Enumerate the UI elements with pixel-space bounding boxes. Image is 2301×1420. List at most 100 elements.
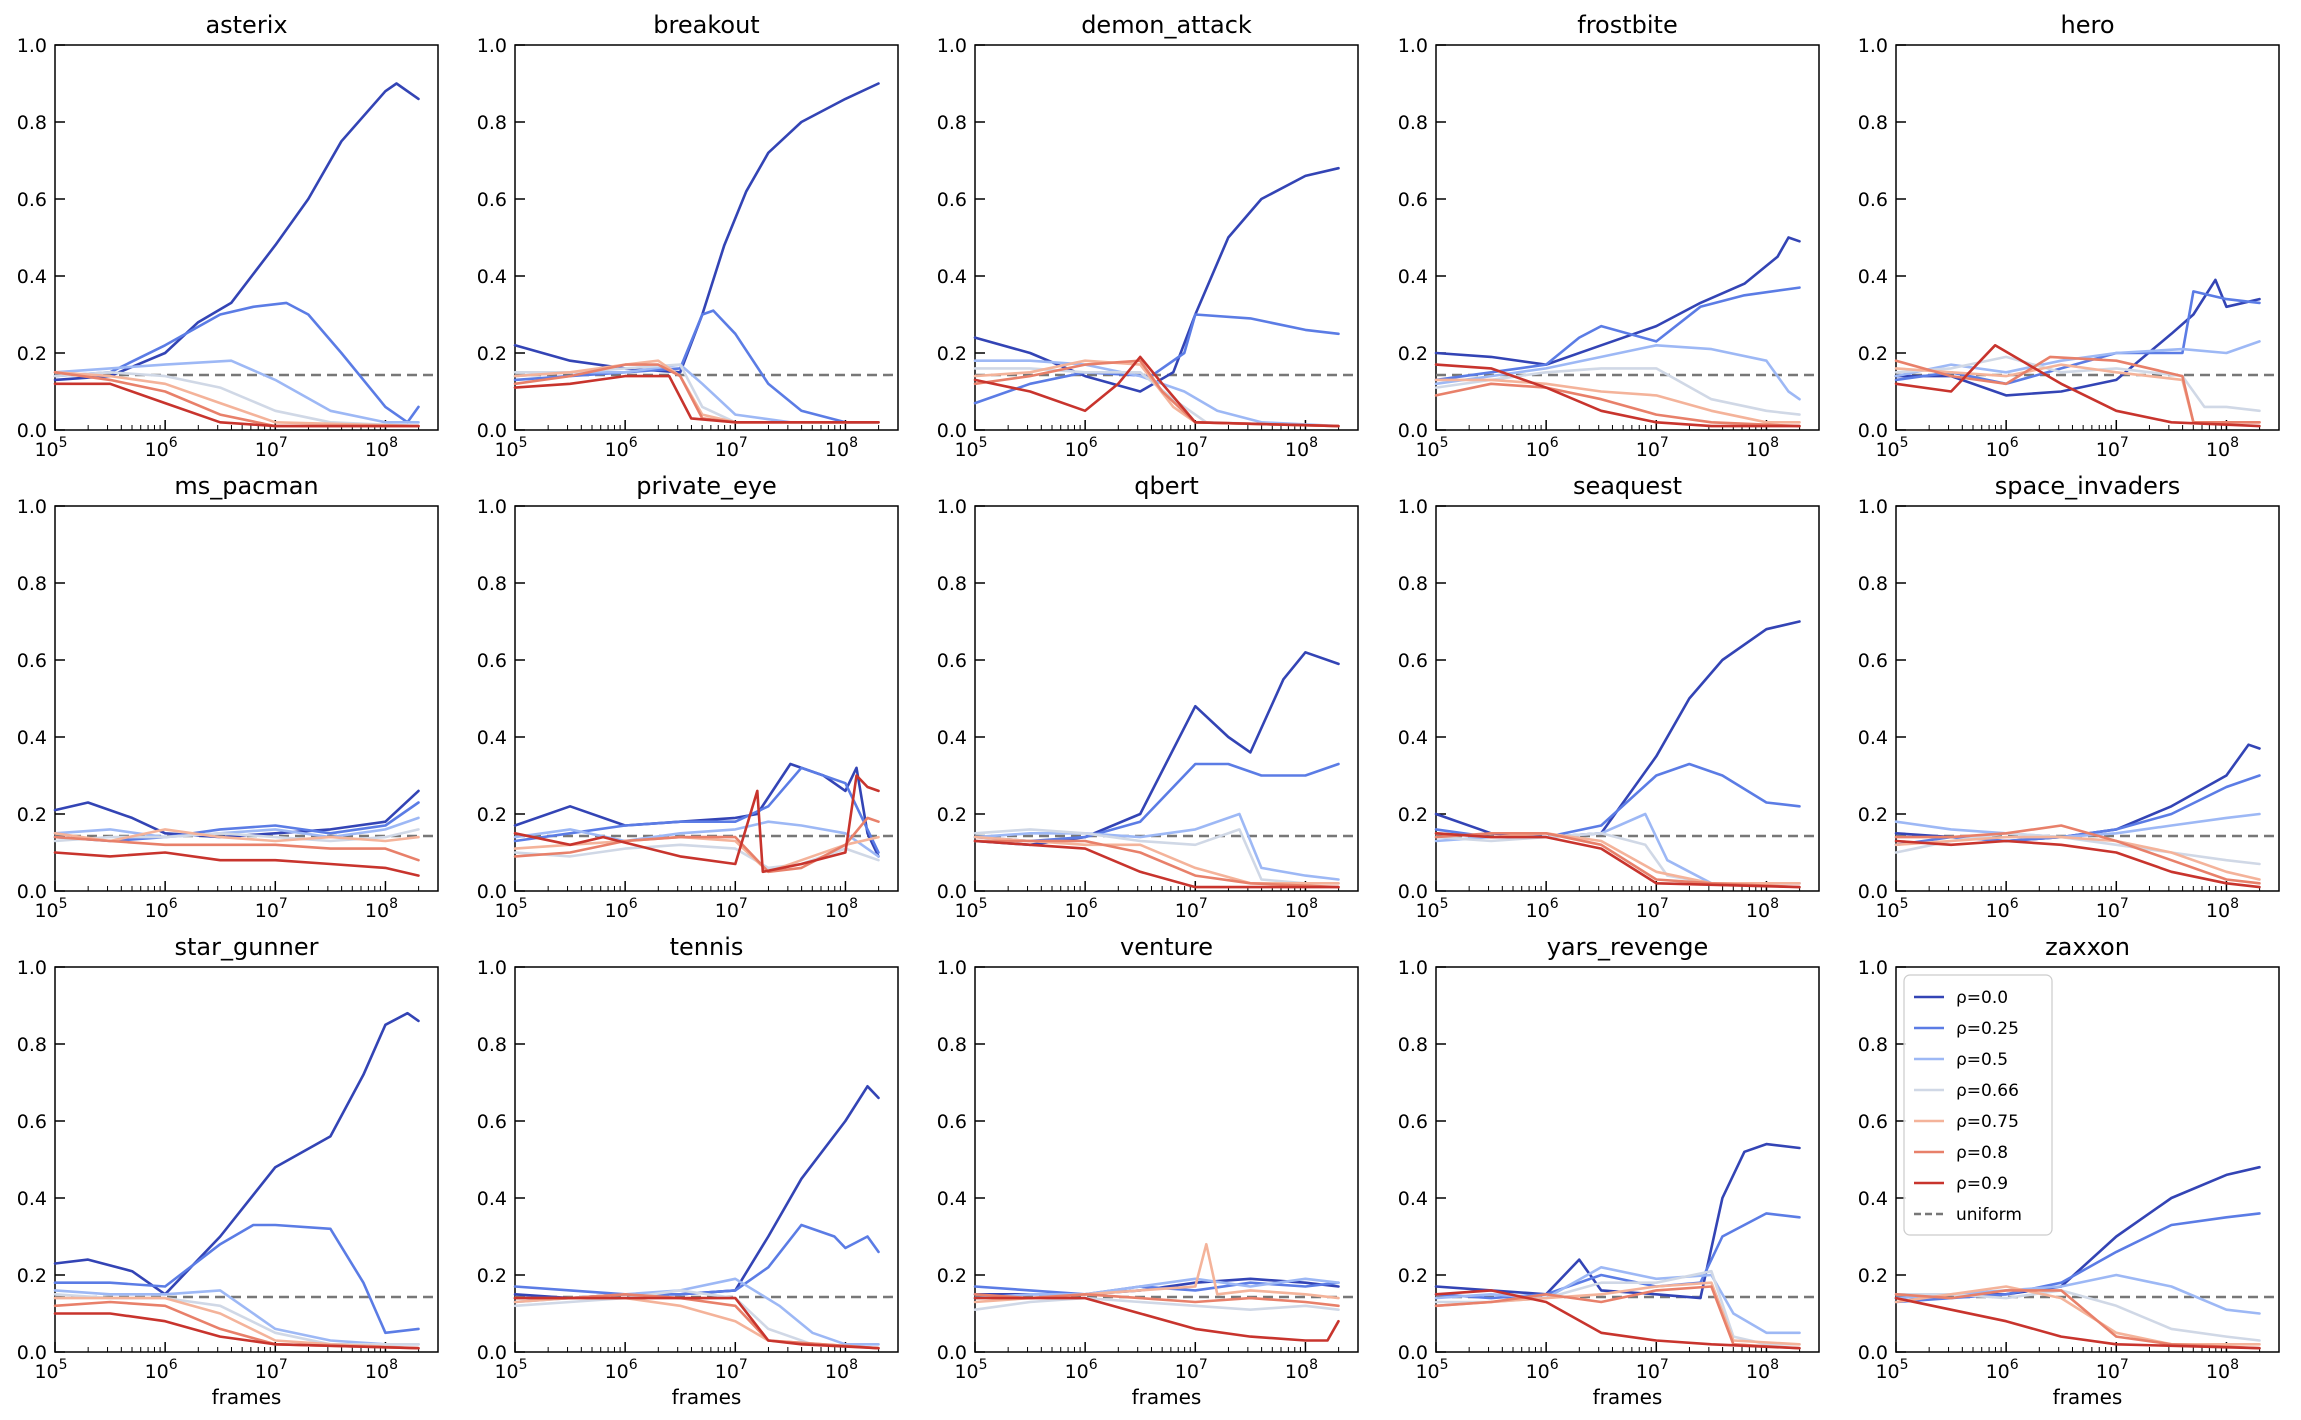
y-tick-label: 0.4 <box>17 727 47 749</box>
series-line-rho-0-9 <box>1434 832 1801 889</box>
x-tick-label: 105 <box>954 1357 987 1383</box>
axes-frame <box>54 505 439 892</box>
series-line-rho-0-66 <box>1434 367 1801 416</box>
x-tick-label: 107 <box>715 1357 748 1383</box>
series-line-rho-0-8 <box>1894 824 2261 885</box>
y-tick-label: 0.8 <box>1398 1034 1428 1056</box>
y-tick-label: 1.0 <box>937 35 967 57</box>
series-line-rho-0-75 <box>53 828 420 843</box>
x-tick-label: 107 <box>1175 1357 1208 1383</box>
panel-asterix: asterix 0.0 0.2 0.4 0.6 0.8 1.0 105 106 107 108 <box>17 11 439 461</box>
series-line-rho-0-9 <box>1434 1289 1801 1350</box>
x-tick-label: 107 <box>715 896 748 922</box>
x-tick-label: 108 <box>2206 1357 2239 1383</box>
series-line-rho-0-25 <box>1894 774 2261 847</box>
series-line-rho-0-75 <box>53 1296 420 1350</box>
legend: ρ=0.0 ρ=0.25 ρ=0.5 ρ=0.66 ρ=0.75 ρ=0.8 ρ=0.9 un… <box>1903 974 2053 1236</box>
series-line-rho-0-75 <box>513 359 880 424</box>
y-tick-label: 0.2 <box>477 804 507 826</box>
x-tick-label: 106 <box>1986 896 2019 922</box>
series-line-rho-0-75 <box>513 835 880 874</box>
series-line-rho-0-5 <box>53 359 420 424</box>
series-line-rho-0-25 <box>1434 286 1801 382</box>
series-line-rho-0-8 <box>1434 1285 1801 1350</box>
x-tick-label: 108 <box>1746 1357 1779 1383</box>
legend-label: ρ=0.5 <box>1956 1050 2008 1070</box>
series-line-rho-0-66 <box>1434 1269 1801 1346</box>
y-tick-label: 0.6 <box>477 650 507 672</box>
y-tick-label: 0.6 <box>1858 189 1888 211</box>
y-tick-label: 0.4 <box>1398 1188 1428 1210</box>
series-line-rho-0-0 <box>1434 620 1801 839</box>
y-tick-label: 0.6 <box>477 189 507 211</box>
x-tick-label: 106 <box>1526 896 1559 922</box>
y-tick-label: 0.8 <box>477 112 507 134</box>
y-tick-label: 0.6 <box>17 650 47 672</box>
x-tick-label: 106 <box>605 435 638 461</box>
y-tick-label: 1.0 <box>1858 957 1888 979</box>
x-axis-label: frames <box>1132 1385 1202 1409</box>
axes-frame <box>1435 966 1820 1353</box>
panel-frostbite: frostbite 0.0 0.2 0.4 0.6 0.8 1.0 105 106 107 108 <box>1398 11 1820 461</box>
panel-title: private_eye <box>636 472 777 500</box>
x-tick-label: 106 <box>1986 1357 2019 1383</box>
x-tick-label: 108 <box>365 1357 398 1383</box>
series-line-rho-0-5 <box>1894 812 2261 839</box>
y-tick-label: 0.0 <box>477 1342 507 1364</box>
series-line-rho-0-8 <box>53 1300 420 1350</box>
series-line-rho-0-9 <box>513 1296 880 1350</box>
series-line-rho-0-9 <box>53 382 420 428</box>
series-line-rho-0-75 <box>1894 363 2261 424</box>
y-tick-label: 0.2 <box>1858 804 1888 826</box>
x-tick-label: 106 <box>1526 435 1559 461</box>
legend-label: uniform <box>1956 1205 2022 1225</box>
x-tick-label: 106 <box>1065 435 1098 461</box>
series-line-rho-0-25 <box>1434 1212 1801 1300</box>
panel-title: venture <box>1120 933 1213 961</box>
panel-title: zaxxon <box>2045 933 2130 961</box>
y-tick-label: 1.0 <box>1398 957 1428 979</box>
panel-venture: venture 0.0 0.2 0.4 0.6 0.8 1.0 105 106 107 108 fra… <box>937 933 1359 1409</box>
y-tick-label: 0.2 <box>1398 343 1428 365</box>
y-tick-label: 0.4 <box>1858 266 1888 288</box>
x-axis-label: frames <box>672 1385 742 1409</box>
legend-label: ρ=0.8 <box>1956 1143 2008 1163</box>
x-tick-label: 106 <box>145 435 178 461</box>
axes-frame <box>1895 505 2280 892</box>
y-tick-label: 0.8 <box>937 112 967 134</box>
series-line-rho-0-75 <box>1894 835 2261 881</box>
y-tick-label: 0.0 <box>1858 420 1888 442</box>
y-tick-label: 0.2 <box>1398 1265 1428 1287</box>
panel-title: asterix <box>205 11 287 39</box>
y-tick-label: 0.6 <box>1398 650 1428 672</box>
y-tick-label: 0.0 <box>937 1342 967 1364</box>
x-tick-label: 108 <box>1746 896 1779 922</box>
y-tick-label: 0.0 <box>937 420 967 442</box>
series-line-rho-0-9 <box>973 355 1340 428</box>
y-tick-label: 0.8 <box>937 1034 967 1056</box>
y-tick-label: 1.0 <box>17 957 47 979</box>
y-tick-label: 0.0 <box>477 881 507 903</box>
series-line-rho-0-0 <box>513 82 880 374</box>
panel-title: frostbite <box>1577 11 1677 39</box>
panel-space-invaders: space_invaders 0.0 0.2 0.4 0.6 0.8 1.0 105 106 10… <box>1858 472 2280 922</box>
y-tick-label: 0.6 <box>937 650 967 672</box>
x-tick-label: 106 <box>1065 896 1098 922</box>
x-tick-label: 105 <box>34 1357 67 1383</box>
panel-title: ms_pacman <box>174 472 318 500</box>
series-line-rho-0-8 <box>53 835 420 862</box>
x-tick-label: 107 <box>715 435 748 461</box>
y-tick-label: 0.6 <box>937 1111 967 1133</box>
panel-title: breakout <box>653 11 759 39</box>
y-tick-label: 0.2 <box>937 1265 967 1287</box>
x-tick-label: 108 <box>1285 1357 1318 1383</box>
y-tick-label: 0.8 <box>1398 112 1428 134</box>
axes-frame <box>1435 505 1820 892</box>
series-line-rho-0-8 <box>973 839 1340 889</box>
x-tick-label: 105 <box>954 896 987 922</box>
y-tick-label: 1.0 <box>477 957 507 979</box>
y-tick-label: 0.0 <box>17 881 47 903</box>
x-tick-label: 108 <box>825 435 858 461</box>
series-line-rho-0-66 <box>53 828 420 843</box>
y-tick-label: 0.6 <box>1398 189 1428 211</box>
